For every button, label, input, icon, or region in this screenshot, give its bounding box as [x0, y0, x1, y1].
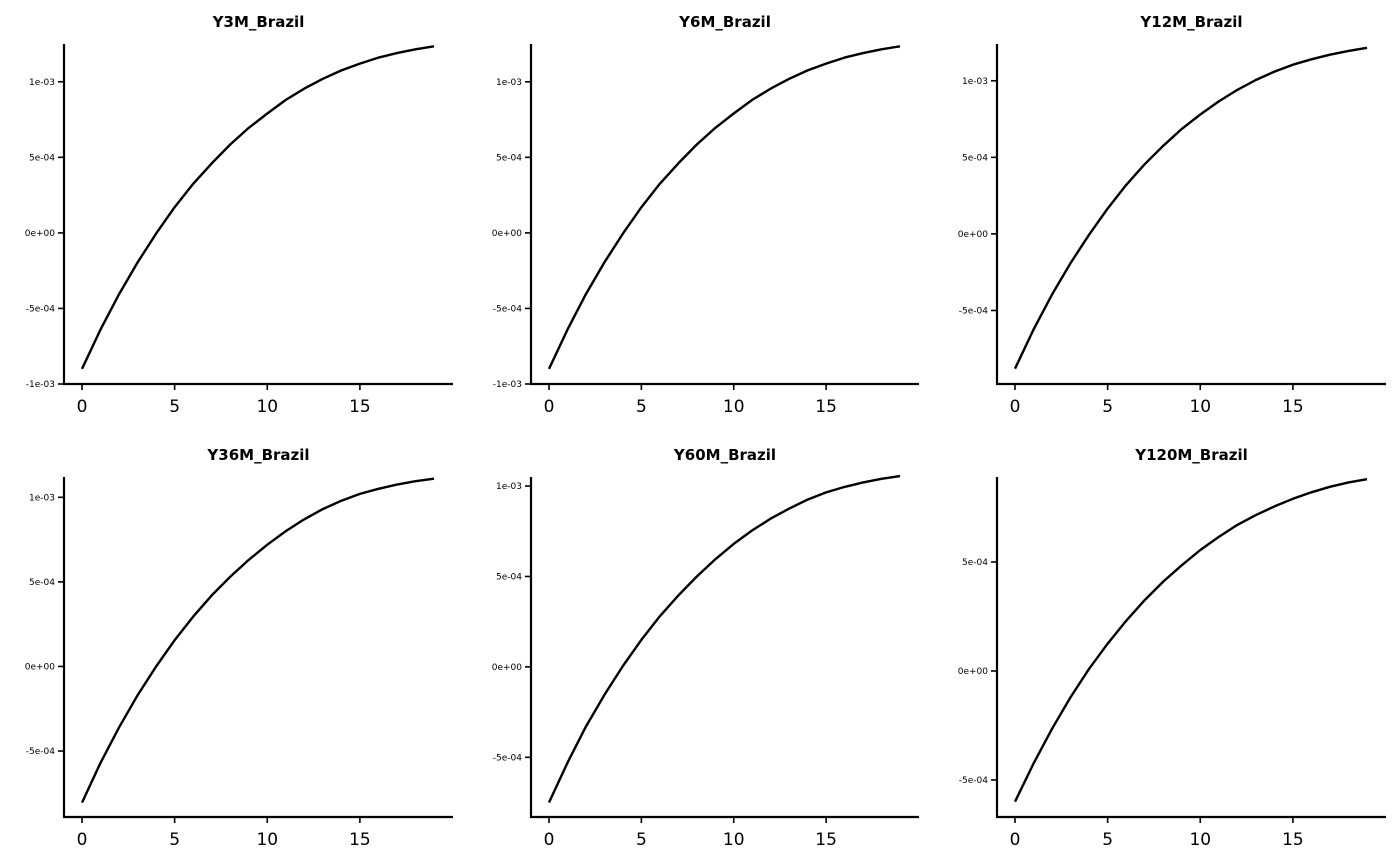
y-tick-label: 1e-03: [496, 482, 522, 492]
panel-title: Y3M_Brazil: [212, 13, 305, 31]
y-tick-label: -1e-03: [26, 380, 55, 390]
panel-title: Y60M_Brazil: [673, 446, 776, 464]
x-tick-label: 10: [723, 830, 745, 850]
x-tick-label: 10: [1189, 397, 1211, 417]
chart-panel-4: Y36M_Brazil -5e-04 0e+00 5e-04 1e-03 0 5 10 15: [25, 446, 453, 850]
y-tick-label: 5e-04: [29, 153, 55, 163]
series-line: [547, 45, 901, 370]
y-tick-label: 1e-03: [496, 78, 522, 88]
x-tick-label: 15: [815, 830, 837, 850]
x-tick-label: 0: [77, 397, 88, 417]
y-tick-label: 0e+00: [492, 663, 523, 673]
y-tick-label: -5e-04: [959, 306, 988, 316]
x-tick-label: 15: [1282, 830, 1304, 850]
x-tick-label: 5: [169, 830, 180, 850]
chart-panel-2: Y6M_Brazil -1e-03 -5e-04 0e+00 5e-04 1e-03 0 5 1…: [492, 13, 919, 417]
x-tick-label: 10: [1189, 830, 1211, 850]
x-tick-label: 10: [256, 830, 278, 850]
x-tick-label: 5: [1102, 397, 1113, 417]
x-tick-label: 0: [544, 397, 555, 417]
panel-title: Y12M_Brazil: [1139, 13, 1242, 31]
x-tick-label: 5: [636, 830, 647, 850]
y-tick-label: -5e-04: [26, 747, 55, 757]
y-tick-label: -5e-04: [26, 304, 55, 314]
chart-panel-6: Y120M_Brazil -5e-04 0e+00 5e-04 0 5 10 15: [958, 446, 1386, 850]
x-tick-label: 0: [1010, 397, 1021, 417]
chart-panel-5: Y60M_Brazil -5e-04 0e+00 5e-04 1e-03 0 5 10 15: [492, 446, 919, 850]
y-tick-label: -5e-04: [959, 776, 988, 786]
chart-panel-3: Y12M_Brazil -5e-04 0e+00 5e-04 1e-03 0 5 10 15: [958, 13, 1386, 417]
y-tick-label: -5e-04: [493, 304, 522, 314]
series-line: [80, 477, 435, 804]
x-tick-label: 15: [1282, 397, 1304, 417]
panel-title: Y120M_Brazil: [1134, 446, 1248, 464]
y-tick-label: -1e-03: [493, 380, 522, 390]
y-tick-label: 5e-04: [962, 558, 988, 568]
y-tick-label: 1e-03: [962, 77, 988, 87]
y-tick-label: 5e-04: [496, 153, 522, 163]
y-tick-label: 0e+00: [492, 229, 523, 239]
series-line: [1013, 478, 1368, 803]
y-tick-label: 0e+00: [25, 229, 56, 239]
x-tick-label: 0: [544, 830, 555, 850]
y-tick-label: 0e+00: [958, 230, 989, 240]
panel-title: Y6M_Brazil: [678, 13, 771, 31]
x-tick-label: 5: [169, 397, 180, 417]
x-tick-label: 10: [723, 397, 745, 417]
x-tick-label: 0: [77, 830, 88, 850]
chart-panel-1: Y3M_Brazil -1e-03 -5e-04 0e+00 5e-04 1e-03 0 5 1…: [25, 13, 453, 417]
y-tick-label: 5e-04: [496, 572, 522, 582]
x-tick-label: 0: [1010, 830, 1021, 850]
x-tick-label: 5: [1102, 830, 1113, 850]
y-tick-label: 5e-04: [29, 578, 55, 588]
y-tick-label: 1e-03: [29, 78, 55, 88]
series-line: [547, 474, 901, 804]
series-line: [1013, 46, 1368, 370]
series-line: [80, 45, 435, 370]
y-tick-label: 0e+00: [25, 662, 56, 672]
x-tick-label: 15: [815, 397, 837, 417]
y-tick-label: 1e-03: [29, 493, 55, 503]
x-tick-label: 15: [349, 830, 371, 850]
panel-title: Y36M_Brazil: [206, 446, 309, 464]
y-tick-label: -5e-04: [493, 753, 522, 763]
y-tick-label: 0e+00: [958, 667, 989, 677]
x-tick-label: 5: [636, 397, 647, 417]
x-tick-label: 10: [256, 397, 278, 417]
x-tick-label: 15: [349, 397, 371, 417]
y-tick-label: 5e-04: [962, 153, 988, 163]
